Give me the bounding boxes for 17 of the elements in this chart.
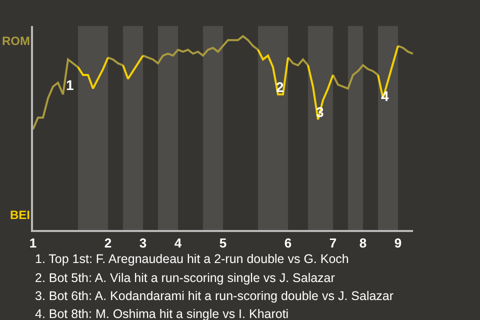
annotation: 3	[316, 104, 324, 120]
text: BEI	[10, 208, 30, 222]
text: 3. Bot 6th: A. Kodandarami hit a run-scoring double vs J. Salazar	[35, 289, 394, 303]
annotation: 1	[66, 77, 74, 93]
x-tick-label: 8	[359, 235, 367, 250]
x-tick-label: 7	[329, 235, 337, 250]
x-tick-label: 6	[284, 235, 292, 250]
x-tick-label: 2	[104, 235, 112, 250]
x-tick-label: 9	[394, 235, 402, 250]
x-tick-label: 1	[29, 235, 37, 250]
annotation: 4	[381, 88, 389, 104]
x-tick-label: 3	[139, 235, 147, 250]
x-tick-label: 5	[219, 235, 227, 250]
text: 1. Top 1st: F. Aregnaudeau hit a 2-run double vs G. Koch	[35, 252, 349, 266]
x-tick-label: 4	[174, 235, 182, 250]
text: 2. Bot 5th: A. Vila hit a run-scoring single vs J. Salazar	[35, 271, 335, 285]
text: ROM	[2, 34, 30, 48]
